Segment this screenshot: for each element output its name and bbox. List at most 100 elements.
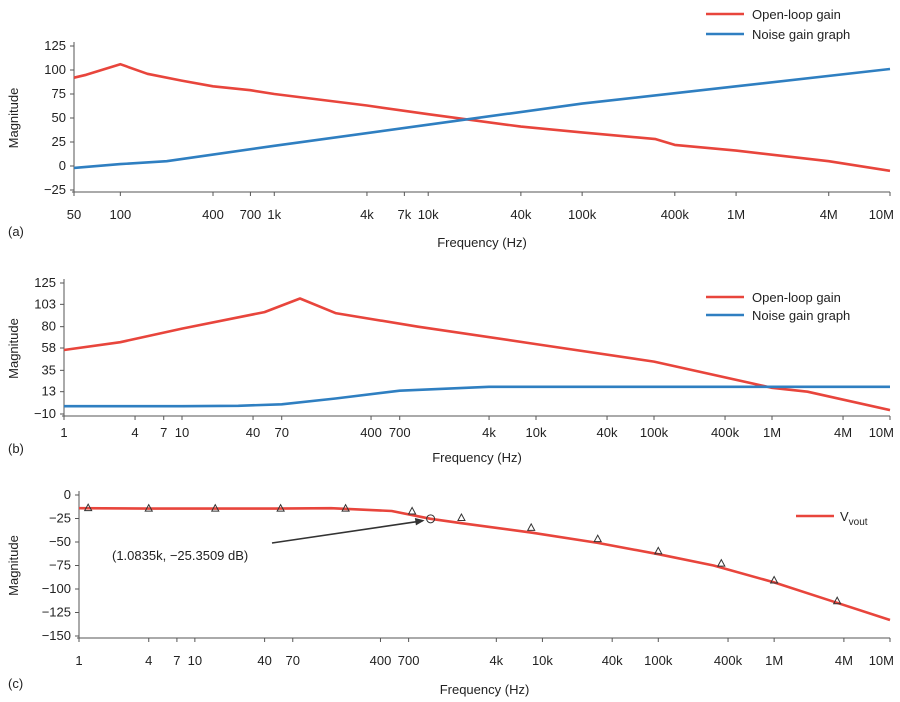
- x-axis-title: Frequency (Hz): [440, 682, 530, 697]
- y-tick-label: 100: [44, 62, 66, 77]
- x-tick-label: 50: [67, 207, 81, 222]
- data-marker: [526, 522, 536, 531]
- x-tick-label: 4k: [489, 653, 503, 668]
- x-tick-label: 400k: [711, 425, 740, 440]
- x-tick-label: 40: [257, 653, 271, 668]
- data-marker: [407, 506, 417, 515]
- x-tick-label: 40k: [510, 207, 531, 222]
- y-tick-label: 58: [42, 340, 56, 355]
- y-tick-label: 13: [42, 384, 56, 399]
- x-tick-label: 70: [286, 653, 300, 668]
- x-tick-label: 7: [160, 425, 167, 440]
- y-tick-label: −150: [42, 628, 71, 643]
- series-line-0: [63, 297, 891, 412]
- x-tick-label: 400: [360, 425, 382, 440]
- x-tick-label: 4k: [360, 207, 374, 222]
- x-tick-label: 700: [240, 207, 262, 222]
- y-axis-title: Magnitude: [6, 88, 21, 149]
- x-tick-label: 70: [274, 425, 288, 440]
- annotation-arrowhead: [414, 518, 425, 526]
- data-marker: [716, 558, 726, 567]
- data-marker: [653, 546, 663, 555]
- x-tick-label: 10M: [869, 653, 894, 668]
- panel-label: (b): [8, 441, 24, 456]
- y-tick-label: 25: [52, 134, 66, 149]
- x-tick-label: 10k: [418, 207, 439, 222]
- series-line-0: [73, 62, 891, 173]
- data-marker: [276, 503, 285, 512]
- data-marker: [593, 534, 603, 543]
- y-tick-label: 103: [34, 296, 56, 311]
- legend-label-1: Noise gain graph: [752, 27, 850, 42]
- y-tick-label: −125: [42, 605, 71, 620]
- x-tick-label: 4M: [820, 207, 838, 222]
- y-tick-label: −10: [34, 406, 56, 421]
- x-tick-label: 1M: [765, 653, 783, 668]
- x-tick-label: 400: [202, 207, 224, 222]
- y-tick-label: 0: [64, 487, 71, 502]
- x-tick-label: 400: [370, 653, 392, 668]
- legend-main: V: [840, 509, 849, 524]
- x-tick-label: 100k: [568, 207, 597, 222]
- y-tick-label: −100: [42, 581, 71, 596]
- x-tick-label: 7k: [397, 207, 411, 222]
- x-tick-label: 40k: [597, 425, 618, 440]
- x-tick-label: 4M: [834, 425, 852, 440]
- series-line-0: [78, 506, 891, 622]
- x-tick-label: 400k: [714, 653, 743, 668]
- x-tick-label: 700: [398, 653, 420, 668]
- y-axis-title: Magnitude: [6, 318, 21, 379]
- x-tick-label: 1M: [763, 425, 781, 440]
- data-marker: [144, 503, 154, 512]
- y-tick-label: 125: [34, 275, 56, 290]
- panel-c: 0 −25 −50 −75 −100 −125 −150 1 4 7 10 40 70 400 700 4k 1…: [6, 487, 894, 697]
- x-tick-label: 700: [389, 425, 411, 440]
- y-tick-label: 35: [42, 362, 56, 377]
- x-tick-label: 1M: [727, 207, 745, 222]
- y-tick-label: −25: [49, 511, 71, 526]
- data-marker: [210, 503, 220, 512]
- x-tick-label: 10M: [869, 207, 894, 222]
- y-tick-label: 50: [52, 110, 66, 125]
- x-axis-title: Frequency (Hz): [437, 235, 527, 250]
- x-tick-label: 10: [175, 425, 189, 440]
- y-tick-label: −75: [49, 558, 71, 573]
- x-tick-label: 10: [188, 653, 202, 668]
- legend-label-0: Vvout: [840, 509, 868, 528]
- y-axis-title: Magnitude: [6, 535, 21, 596]
- x-tick-label: 4: [145, 653, 152, 668]
- x-axis-title: Frequency (Hz): [432, 450, 522, 465]
- x-tick-label: 4M: [835, 653, 853, 668]
- data-marker: [457, 512, 466, 522]
- panel-b: 125 103 80 58 35 13 −10 1 4 7 10 40 70 400 700 4k 10k 40k…: [6, 275, 894, 465]
- data-marker-circle: [426, 514, 436, 524]
- x-tick-label: 4k: [482, 425, 496, 440]
- x-tick-label: 100k: [640, 425, 669, 440]
- x-tick-label: 400k: [661, 207, 690, 222]
- x-tick-label: 10k: [526, 425, 547, 440]
- legend-label-0: Open-loop gain: [752, 7, 841, 22]
- legend-sub: vout: [849, 517, 868, 528]
- data-marker: [83, 503, 93, 512]
- data-marker: [341, 503, 350, 512]
- x-tick-label: 1k: [267, 207, 281, 222]
- y-tick-label: −50: [49, 534, 71, 549]
- y-tick-label: −25: [44, 182, 66, 197]
- x-tick-label: 1: [60, 425, 67, 440]
- series-line-1: [64, 385, 890, 408]
- y-tick-label: 80: [42, 319, 56, 334]
- y-tick-label: 0: [59, 158, 66, 173]
- x-tick-label: 4: [131, 425, 138, 440]
- y-tick-label: 125: [44, 38, 66, 53]
- x-tick-label: 40: [246, 425, 260, 440]
- annotation-arrow: [271, 520, 423, 544]
- legend-label-0: Open-loop gain: [752, 290, 841, 305]
- x-tick-label: 10k: [532, 653, 553, 668]
- x-tick-label: 100k: [644, 653, 673, 668]
- data-marker: [832, 596, 842, 605]
- annotation-label: (1.0835k, −25.3509 dB): [112, 548, 248, 563]
- x-tick-label: 100: [109, 207, 131, 222]
- x-tick-label: 1: [75, 653, 82, 668]
